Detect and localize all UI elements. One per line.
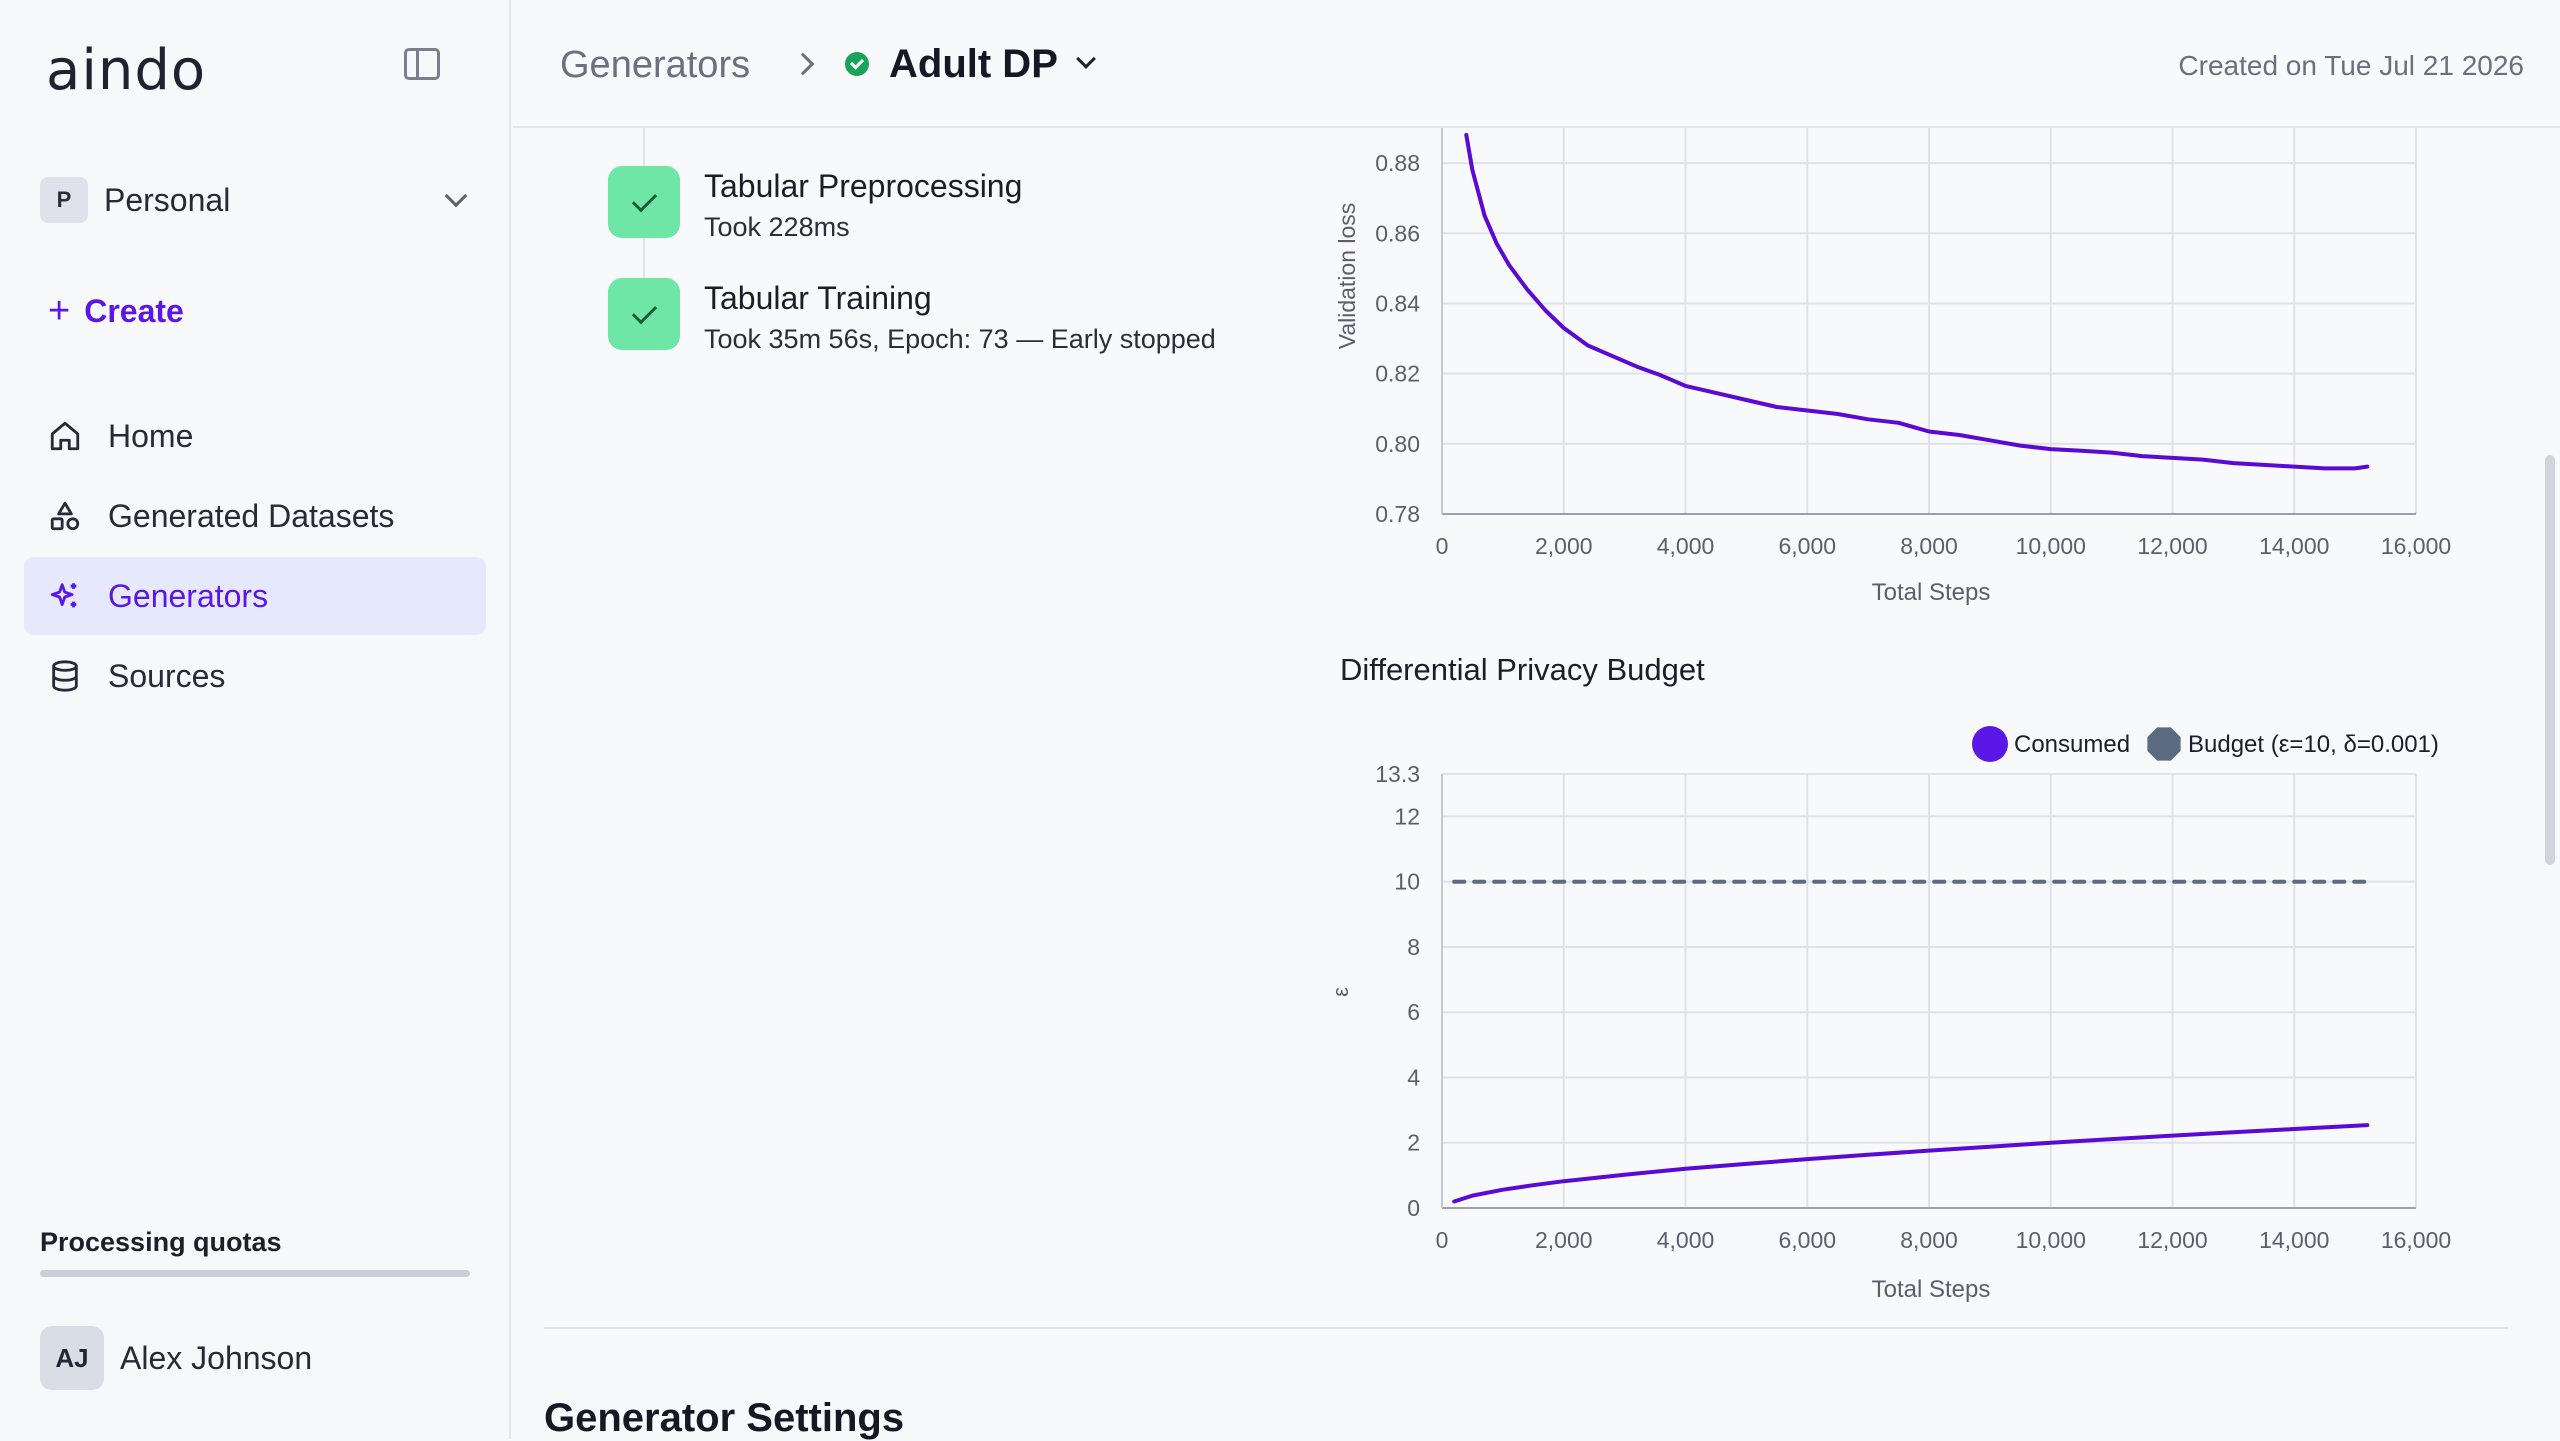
x-tick-label: 6,000 [1778, 1227, 1836, 1253]
step-item: Tabular Training Took 35m 56s, Epoch: 73… [608, 278, 1216, 358]
user-menu[interactable]: AJ Alex Johnson [40, 1326, 312, 1390]
breadcrumb-generators[interactable]: Generators [560, 44, 751, 86]
legend-consumed-swatch [1972, 726, 2008, 762]
chart-title: Differential Privacy Budget [1340, 652, 1705, 687]
y-tick-label: 13.3 [1375, 761, 1420, 787]
x-tick-label: 4,000 [1657, 1227, 1715, 1253]
workspace-name: Personal [104, 181, 231, 218]
check-icon [608, 278, 680, 350]
x-tick-label: 12,000 [2137, 533, 2207, 559]
series-line-validation-loss [1464, 133, 2370, 471]
scrollbar[interactable] [2545, 455, 2555, 865]
page-title: Adult DP [889, 42, 1058, 86]
step-title: Tabular Preprocessing [704, 168, 1023, 204]
app-logo[interactable]: aindo [46, 38, 207, 103]
user-name: Alex Johnson [120, 1339, 313, 1376]
workspace-avatar: P [40, 177, 88, 223]
sidebar-item-label: Sources [108, 657, 226, 694]
home-icon [48, 419, 82, 453]
y-tick-label: 2 [1407, 1130, 1420, 1156]
sidebar: aindo P Personal + Create Home Generated… [0, 0, 511, 1439]
status-check-icon [845, 52, 869, 76]
step-connector [643, 128, 645, 172]
legend-label: Consumed [2014, 731, 2130, 758]
x-tick-label: 4,000 [1657, 533, 1715, 559]
step-title: Tabular Training [704, 280, 932, 316]
x-tick-label: 8,000 [1900, 533, 1958, 559]
x-tick-label: 10,000 [2016, 533, 2086, 559]
chevron-right-icon [791, 52, 815, 76]
x-tick-label: 16,000 [2381, 1227, 2451, 1253]
y-tick-label: 0 [1407, 1195, 1420, 1221]
workspace-selector[interactable]: P Personal [40, 176, 470, 224]
y-tick-label: 12 [1394, 803, 1420, 829]
x-tick-label: 8,000 [1900, 1227, 1958, 1253]
sidebar-item-sources[interactable]: Sources [24, 637, 486, 715]
y-tick-label: 0.88 [1375, 150, 1420, 176]
chevron-down-icon [444, 184, 468, 208]
check-icon [608, 166, 680, 238]
avatar: AJ [40, 1326, 104, 1390]
y-tick-label: 4 [1407, 1064, 1420, 1090]
plus-icon: + [48, 290, 71, 332]
y-axis-symbol: ε [1328, 987, 1353, 997]
y-tick-label: 0.78 [1375, 501, 1420, 527]
step-detail: Took 228ms [704, 212, 850, 242]
x-tick-label: 10,000 [2016, 1227, 2086, 1253]
sidebar-item-generated-datasets[interactable]: Generated Datasets [24, 477, 486, 555]
dp-budget-chart: Consumed Budget (ε=10, δ=0.001) 0 2,000 4,… [1328, 726, 2451, 1303]
section-title: Generator Settings [544, 1396, 905, 1440]
y-tick-label: 0.86 [1375, 220, 1420, 246]
sidebar-item-generators[interactable]: Generators [24, 557, 486, 635]
y-tick-label: 6 [1407, 999, 1420, 1025]
x-tick-label: 14,000 [2259, 533, 2329, 559]
y-tick-label: 10 [1394, 869, 1420, 895]
create-label: Create [84, 292, 184, 329]
shapes-icon [48, 499, 82, 533]
page-header: Generators Adult DP Created on Tue Jul 2… [513, 0, 2560, 128]
series-line-consumed [1452, 1123, 2370, 1204]
sidebar-item-label: Home [108, 417, 194, 454]
x-tick-label: 2,000 [1535, 533, 1593, 559]
x-axis-label: Total Steps [1872, 579, 1991, 606]
database-icon [48, 659, 82, 693]
quota-progress-bar [40, 1270, 470, 1277]
x-tick-label: 16,000 [2381, 533, 2451, 559]
step-item: Tabular Preprocessing Took 228ms [608, 166, 1022, 246]
step-detail: Took 35m 56s, Epoch: 73 — Early stopped [704, 324, 1216, 354]
validation-loss-chart: 0 2,000 4,000 6,000 8,000 10,000 12,000 14,000 1… [1334, 128, 2451, 606]
x-tick-label: 12,000 [2137, 1227, 2207, 1253]
x-tick-label: 14,000 [2259, 1227, 2329, 1253]
x-axis-label: Total Steps [1872, 1276, 1991, 1303]
sparkles-icon [48, 579, 82, 613]
legend-label: Budget (ε=10, δ=0.001) [2188, 731, 2439, 758]
x-tick-label: 0 [1436, 533, 1449, 559]
created-date: Created on Tue Jul 21 2026 [2178, 50, 2524, 81]
section-divider [544, 1327, 2508, 1329]
chart-legend: Consumed Budget (ε=10, δ=0.001) [1972, 726, 2439, 762]
legend-budget-swatch [2147, 727, 2181, 761]
collapse-sidebar-icon[interactable] [404, 48, 440, 80]
x-tick-label: 0 [1436, 1227, 1449, 1253]
chevron-down-icon[interactable] [1076, 49, 1096, 69]
y-tick-label: 0.84 [1375, 290, 1420, 316]
x-tick-label: 2,000 [1535, 1227, 1593, 1253]
y-tick-label: 8 [1407, 934, 1420, 960]
create-button[interactable]: + Create [48, 292, 184, 330]
step-connector [643, 238, 645, 280]
sidebar-item-label: Generators [108, 577, 269, 614]
sidebar-item-home[interactable]: Home [24, 397, 486, 475]
y-tick-label: 0.80 [1375, 431, 1420, 457]
quota-label: Processing quotas [40, 1227, 282, 1257]
y-tick-label: 0.82 [1375, 361, 1420, 387]
sidebar-item-label: Generated Datasets [108, 497, 395, 534]
y-axis-label: Validation loss [1334, 203, 1360, 350]
sidebar-nav: Home Generated Datasets Generators Sourc… [24, 397, 486, 717]
x-tick-label: 6,000 [1778, 533, 1836, 559]
